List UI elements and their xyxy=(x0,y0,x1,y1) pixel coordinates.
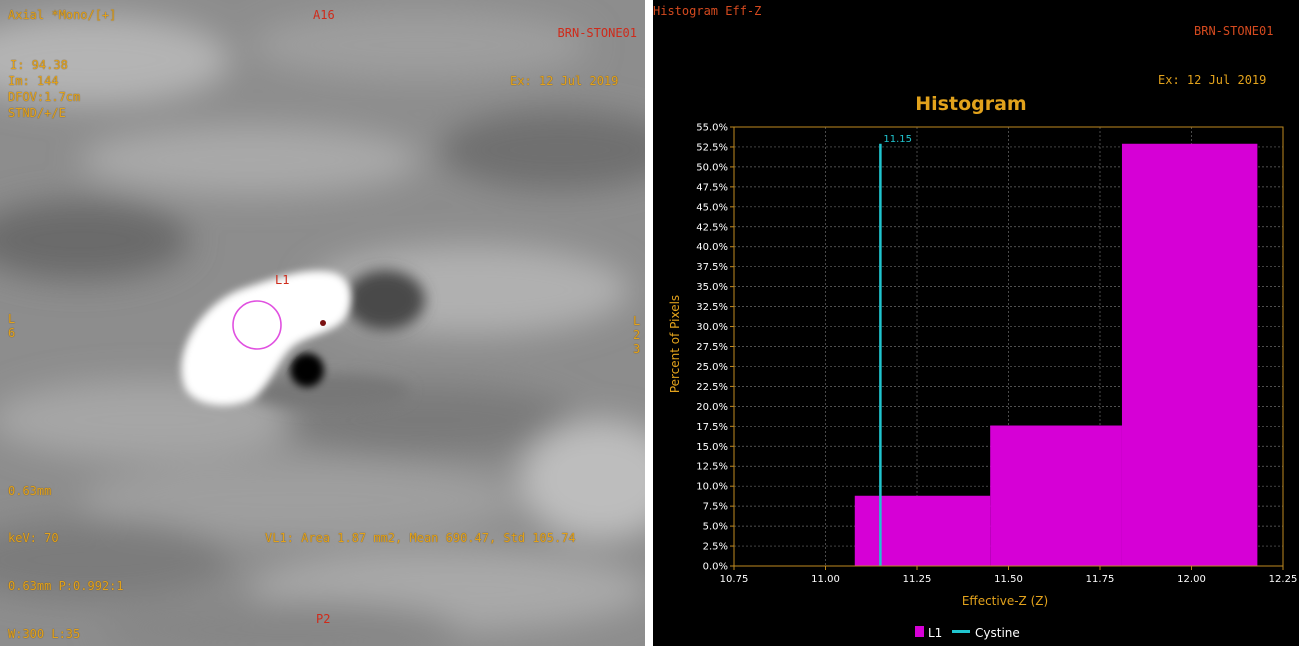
x-tick-label: 12.00 xyxy=(1177,574,1206,585)
y-tick-label: 37.5% xyxy=(696,262,728,273)
info-line-4: STND/+/E xyxy=(8,106,66,120)
histogram-chart: Histogram 11.15 0.0% 2.5% 5.0% 7.5% 10.0% 12.… xyxy=(668,93,1297,640)
plot-frame xyxy=(733,126,1284,567)
exam-date: Ex: 12 Jul 2019 xyxy=(510,74,619,88)
series-label: Axial *Mono/[+] xyxy=(8,8,117,22)
left-orientation-1: L xyxy=(8,312,16,326)
y-tick-label: 35.0% xyxy=(696,282,728,293)
y-tick-label: 15.0% xyxy=(696,442,728,453)
y-tick-label: 27.5% xyxy=(696,342,728,353)
legend: L1 Cystine xyxy=(915,626,1020,640)
bar-layer xyxy=(854,143,1258,566)
y-tick-label: 45.0% xyxy=(696,202,728,213)
slice-thickness: 0.63mm xyxy=(8,484,52,498)
y-tick-label: 50.0% xyxy=(696,162,728,173)
x-tick-label: 12.25 xyxy=(1269,574,1298,585)
histogram-bar xyxy=(1121,143,1258,566)
histogram-bar xyxy=(854,495,991,566)
y-tick-label: 25.0% xyxy=(696,362,728,373)
y-tick-label: 17.5% xyxy=(696,422,728,433)
kev-label: keV: 70 xyxy=(8,531,59,545)
ct-viewport[interactable]: Axial *Mono/[+] A16 BRN-STONE01 I: 94.38… xyxy=(0,0,645,646)
histogram-panel[interactable]: Histogram Eff-Z BRN-STONE01 Ex: 12 Jul 2… xyxy=(653,0,1299,646)
bottom-orientation: P2 xyxy=(316,612,331,626)
x-tick-label: 11.50 xyxy=(994,574,1023,585)
roi-label[interactable]: L1 xyxy=(275,273,290,287)
y-tick-label: 5.0% xyxy=(703,522,728,533)
roi-stats: VL1: Area 1.87 mm2, Mean 690.47, Std 105… xyxy=(265,531,576,545)
y-tick-label: 12.5% xyxy=(696,462,728,473)
chart-title: Histogram xyxy=(915,93,1026,115)
cystine-marker-label: 11.15 xyxy=(883,134,912,145)
y-tick-label: 22.5% xyxy=(696,382,728,393)
pitch-label: 0.63mm P:0.992:1 xyxy=(8,579,124,593)
panel-study-name: BRN-STONE01 xyxy=(1194,24,1274,38)
y-tick-label: 40.0% xyxy=(696,242,728,253)
y-tick-label: 47.5% xyxy=(696,182,728,193)
x-axis-title: Effective-Z (Z) xyxy=(962,594,1048,608)
histogram-bar xyxy=(990,425,1122,566)
left-orientation-2: 6 xyxy=(8,326,16,340)
panel-exam-date: Ex: 12 Jul 2019 xyxy=(1158,73,1267,87)
image-number-label: A16 xyxy=(313,8,335,22)
x-tick-label: 11.25 xyxy=(903,574,932,585)
y-tick-label: 10.0% xyxy=(696,482,728,493)
y-tick-label: 7.5% xyxy=(703,502,728,513)
y-tick-label: 42.5% xyxy=(696,222,728,233)
axis-layer: 0.0% 2.5% 5.0% 7.5% 10.0% 12.5% 15.0% 17.5% 20.0… xyxy=(696,123,1297,586)
y-tick-label: 55.0% xyxy=(696,123,728,134)
y-tick-label: 32.5% xyxy=(696,302,728,313)
y-tick-label: 2.5% xyxy=(703,542,728,553)
marker-layer: 11.15 xyxy=(879,134,912,566)
x-tick-label: 11.00 xyxy=(811,574,840,585)
info-line-3: DFOV:1.7cm xyxy=(8,90,81,104)
panel-title: Histogram Eff-Z xyxy=(653,4,762,18)
x-tick-label: 10.75 xyxy=(720,574,749,585)
info-line-2: Im: 144 xyxy=(8,74,59,88)
window-level: W:300 L:35 xyxy=(8,627,81,641)
legend-l1-swatch xyxy=(915,626,924,637)
roi-circle xyxy=(232,300,282,350)
x-tick-label: 11.75 xyxy=(1086,574,1115,585)
right-orientation-1: L xyxy=(633,314,641,328)
legend-cystine-label: Cystine xyxy=(975,626,1020,640)
y-tick-label: 30.0% xyxy=(696,322,728,333)
y-tick-label: 0.0% xyxy=(703,562,728,573)
roi-point xyxy=(320,320,326,326)
info-line-1: I: 94.38 xyxy=(10,58,68,72)
legend-l1-label: L1 xyxy=(928,626,942,640)
right-orientation-2: 2 xyxy=(633,328,641,342)
y-axis-title: Percent of Pixels xyxy=(668,295,682,393)
y-tick-label: 20.0% xyxy=(696,402,728,413)
ct-image xyxy=(0,0,645,646)
study-name: BRN-STONE01 xyxy=(557,26,637,40)
y-tick-label: 52.5% xyxy=(696,142,728,153)
legend-cystine-swatch xyxy=(952,630,970,633)
right-orientation-3: 3 xyxy=(633,342,641,356)
